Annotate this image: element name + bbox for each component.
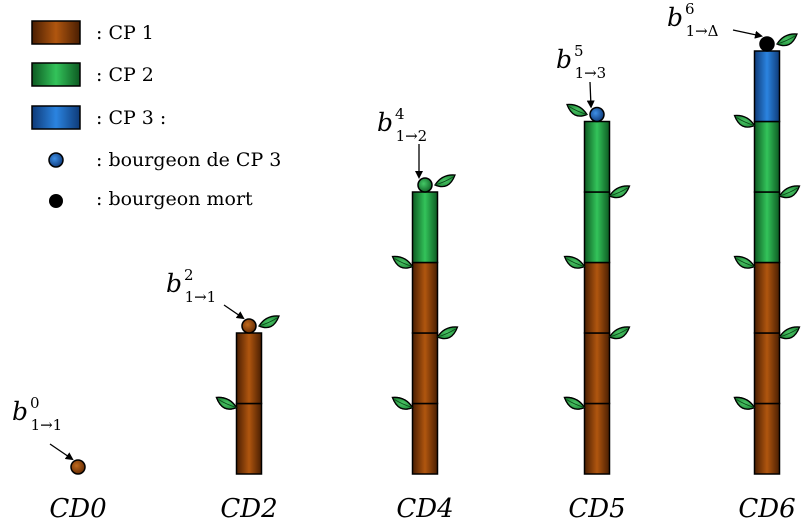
bud-icon xyxy=(417,177,433,193)
bud-icon xyxy=(241,318,257,334)
leaf-icon xyxy=(778,326,801,340)
leaf-icon xyxy=(608,326,631,340)
legend-bud-dead-icon xyxy=(49,194,63,208)
segment-cp2 xyxy=(583,120,611,193)
bud-arrow xyxy=(586,81,595,109)
plant-cd6: b 6 1→Δ CD6 xyxy=(667,0,801,524)
segment-cp1 xyxy=(583,332,611,405)
legend: : CP 1 : CP 2 : CP 3 : : bourgeon de CP … xyxy=(31,20,281,210)
legend-item-bud-dead: : bourgeon mort xyxy=(49,188,253,210)
bud-label: b 4 1→2 xyxy=(377,105,427,145)
leaf-icon xyxy=(778,185,801,199)
leaf-icon xyxy=(776,33,798,47)
segment-cp1 xyxy=(583,261,611,334)
leaf-icon xyxy=(434,174,456,188)
bud-arrow xyxy=(732,29,763,39)
legend-label-cp2: : CP 2 xyxy=(96,64,154,86)
leaf-icon xyxy=(391,255,414,269)
plant-cd4: b 4 1→2 CD4 xyxy=(377,105,459,524)
segment-cp1 xyxy=(753,261,781,334)
legend-label-bud-dead: : bourgeon mort xyxy=(96,188,253,210)
leaf-icon xyxy=(563,396,586,410)
legend-label-cp3: : CP 3 : xyxy=(96,107,166,129)
leaf-icon xyxy=(733,255,756,269)
segment-cp2 xyxy=(753,120,781,193)
bud-icon xyxy=(70,459,86,475)
leaf-icon xyxy=(608,185,631,199)
plant-cd2: b 2 1→1 CD2 xyxy=(166,266,280,524)
legend-bud-cp3-icon xyxy=(48,152,64,168)
bud-label: b 6 1→Δ xyxy=(667,0,719,40)
stage-label: CD2 xyxy=(220,494,277,524)
leaf-icon xyxy=(563,255,586,269)
plants: b 0 1→1 CD0 b 2 1→1 CD2 b 4 1→2 CD4 b 5 1→3 CD5 b 6 1→Δ CD6 xyxy=(12,0,801,524)
leaf-icon xyxy=(566,103,588,117)
bud-label: b 5 1→3 xyxy=(556,42,606,82)
legend-item-cp2: : CP 2 xyxy=(31,62,154,87)
segment-cp1 xyxy=(753,332,781,405)
leaf-icon xyxy=(391,396,414,410)
segment-cp2 xyxy=(753,191,781,264)
legend-item-cp3: : CP 3 : xyxy=(31,105,166,130)
legend-swatch-cp1 xyxy=(31,20,81,45)
segment-cp3 xyxy=(753,50,781,123)
stage-label: CD6 xyxy=(738,494,795,524)
leaf-icon xyxy=(436,326,459,340)
bud-icon xyxy=(589,106,605,123)
segment-cp1 xyxy=(753,402,781,475)
plant-cd5: b 5 1→3 CD5 xyxy=(556,42,631,524)
leaf-icon xyxy=(215,396,238,410)
stage-label: CD5 xyxy=(568,494,625,524)
segment-cp1 xyxy=(411,402,439,475)
legend-swatch-cp3 xyxy=(31,105,81,130)
legend-swatch-cp2 xyxy=(31,62,81,87)
plant-cd0: b 0 1→1 CD0 xyxy=(12,394,107,524)
segment-cp1 xyxy=(235,332,263,405)
stage-label: CD0 xyxy=(49,494,106,524)
legend-item-bud-cp3: : bourgeon de CP 3 xyxy=(48,149,281,171)
bud-arrow xyxy=(223,304,245,320)
stage-label: CD4 xyxy=(396,494,453,524)
bud-arrow xyxy=(49,443,74,461)
bud-label: b 2 1→1 xyxy=(166,266,216,306)
segment-cp1 xyxy=(583,402,611,475)
leaf-icon xyxy=(733,114,756,128)
segment-cp2 xyxy=(583,191,611,264)
legend-label-cp1: : CP 1 xyxy=(96,22,154,44)
leaf-icon xyxy=(733,396,756,410)
bud-icon xyxy=(759,36,775,52)
segment-cp1 xyxy=(411,261,439,334)
leaf-icon xyxy=(258,315,280,329)
segment-cp1 xyxy=(235,402,263,475)
legend-label-bud-cp3: : bourgeon de CP 3 xyxy=(96,149,281,171)
segment-cp2 xyxy=(411,191,439,264)
bud-label: b 0 1→1 xyxy=(12,394,62,434)
legend-item-cp1: : CP 1 xyxy=(31,20,154,45)
segment-cp1 xyxy=(411,332,439,405)
